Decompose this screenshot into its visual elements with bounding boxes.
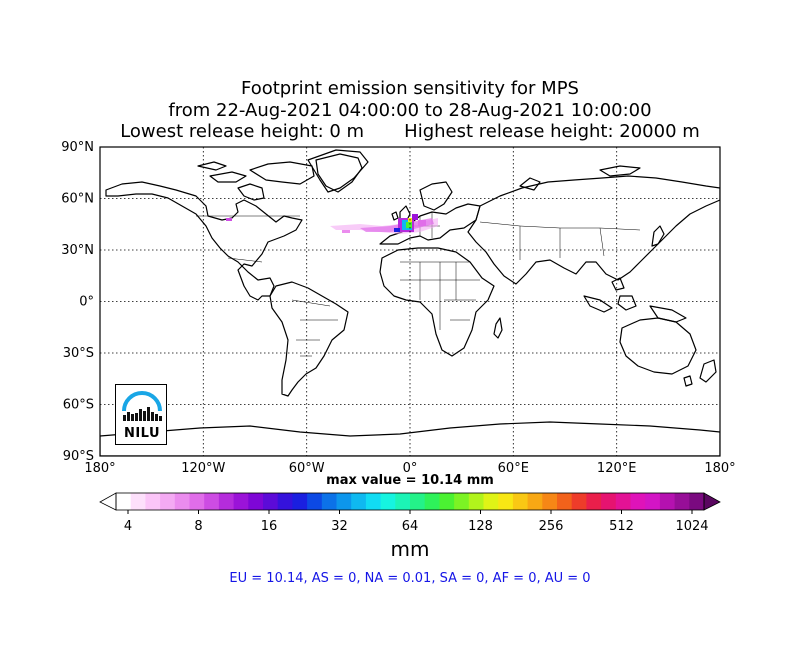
- colorbar-tick-label: 8: [194, 519, 202, 534]
- country-borders: [196, 212, 641, 357]
- colorbar-swatch: [233, 493, 249, 510]
- graticule: [100, 147, 720, 456]
- colorbar-swatch: [689, 493, 705, 510]
- lat-label: 60°N: [61, 192, 94, 207]
- colorbar-swatch: [365, 493, 382, 510]
- colorbar-swatch: [174, 493, 190, 510]
- nilu-logo: NILU: [115, 384, 167, 445]
- colorbar-swatch: [615, 493, 631, 510]
- colorbar-swatch: [659, 493, 676, 510]
- colorbar-swatch: [351, 493, 367, 510]
- colorbar-swatch: [601, 493, 617, 510]
- colorbar-swatch: [571, 493, 587, 510]
- colorbar-unit-label: mm: [390, 537, 430, 561]
- lon-label: 180°: [84, 461, 115, 476]
- colorbar-swatch: [674, 493, 690, 510]
- figure-title-line-1: Footprint emission sensitivity for MPS: [241, 78, 579, 99]
- colorbar-swatch: [380, 493, 396, 510]
- colorbar-swatch: [307, 493, 323, 510]
- colorbar-swatch: [424, 493, 440, 510]
- colorbar-swatch: [218, 493, 235, 510]
- lat-label: 30°N: [61, 243, 94, 258]
- colorbar-tick-label: 4: [124, 519, 132, 534]
- colorbar-swatch: [321, 493, 337, 510]
- highest-release-height: Highest release height: 20000 m: [404, 121, 700, 142]
- colorbar: 4 8 16 32 64 128 256 512 1024: [99, 492, 721, 534]
- colorbar-swatch: [277, 493, 293, 510]
- nilu-logo-icon: [122, 391, 162, 421]
- regional-totals-text: EU = 10.14, AS = 0, NA = 0.01, SA = 0, A…: [229, 571, 591, 586]
- footprint-plume: [226, 214, 438, 234]
- colorbar-tick-label: 512: [609, 519, 634, 534]
- colorbar-swatch: [557, 493, 573, 510]
- lon-label: 180°: [704, 461, 735, 476]
- lon-label: 60°W: [289, 461, 325, 476]
- colorbar-tick-label: 64: [402, 519, 419, 534]
- colorbar-swatch: [189, 493, 205, 510]
- colorbar-tick-label: 32: [331, 519, 348, 534]
- figure-title-date-range: from 22-Aug-2021 04:00:00 to 28-Aug-2021…: [168, 100, 652, 121]
- colorbar-min-arrow: [99, 492, 117, 511]
- colorbar-tick-label: 256: [539, 519, 564, 534]
- figure-title-release-heights: Lowest release height: 0 m Highest relea…: [0, 121, 800, 142]
- colorbar-swatch: [160, 493, 176, 510]
- colorbar-swatch: [483, 493, 499, 510]
- colorbar-swatch: [586, 493, 602, 510]
- regional-totals: EU = 10.14, AS = 0, NA = 0.01, SA = 0, A…: [0, 571, 800, 586]
- latitude-labels: 90°N 60°N 30°N 0° 30°S 60°S 90°S: [61, 140, 94, 464]
- colorbar-swatch: [512, 493, 529, 510]
- max-value-label: max value = 10.14 mm: [326, 473, 494, 488]
- colorbar-max-arrow: [703, 492, 721, 511]
- colorbar-swatch: [130, 493, 146, 510]
- colorbar-swatch: [410, 493, 426, 510]
- colorbar-swatch: [454, 493, 470, 510]
- lowest-release-height: Lowest release height: 0 m: [120, 121, 365, 142]
- colorbar-swatch: [395, 493, 411, 510]
- lat-label: 30°S: [63, 346, 94, 361]
- colorbar-swatch: [630, 493, 646, 510]
- colorbar-swatch: [542, 493, 558, 510]
- colorbar-swatch: [498, 493, 514, 510]
- lon-label: 60°E: [498, 461, 529, 476]
- lat-label: 60°S: [63, 398, 94, 413]
- colorbar-swatch: [527, 493, 543, 510]
- lat-label: 0°: [79, 295, 94, 310]
- colorbar-swatch: [263, 493, 279, 510]
- colorbar-swatch: [645, 493, 661, 510]
- colorbar-tick-label: 16: [261, 519, 278, 534]
- colorbar-tick-labels: 4 8 16 32 64 128 256 512 1024: [124, 510, 709, 534]
- colorbar-swatch: [468, 493, 484, 510]
- coastlines: [100, 149, 720, 456]
- lon-label: 120°E: [597, 461, 637, 476]
- nilu-logo-text: NILU: [123, 426, 161, 441]
- colorbar-swatch: [145, 493, 161, 510]
- colorbar-swatches: [116, 493, 705, 510]
- colorbar-swatch: [439, 493, 455, 510]
- lon-label: 120°W: [181, 461, 225, 476]
- colorbar-swatch: [116, 493, 132, 510]
- lat-label: 90°N: [61, 140, 94, 155]
- colorbar-swatch: [292, 493, 308, 510]
- colorbar-swatch: [336, 493, 352, 510]
- colorbar-tick-label: 128: [468, 519, 493, 534]
- colorbar-swatch: [204, 493, 220, 510]
- lon-label: 0°: [403, 461, 418, 476]
- map-frame: [99, 146, 721, 457]
- longitude-labels: 180° 120°W 60°W 0° 60°E 120°E 180°: [84, 461, 735, 476]
- lat-label: 90°S: [63, 449, 94, 464]
- colorbar-swatch: [248, 493, 264, 510]
- colorbar-tick-label: 1024: [675, 519, 708, 534]
